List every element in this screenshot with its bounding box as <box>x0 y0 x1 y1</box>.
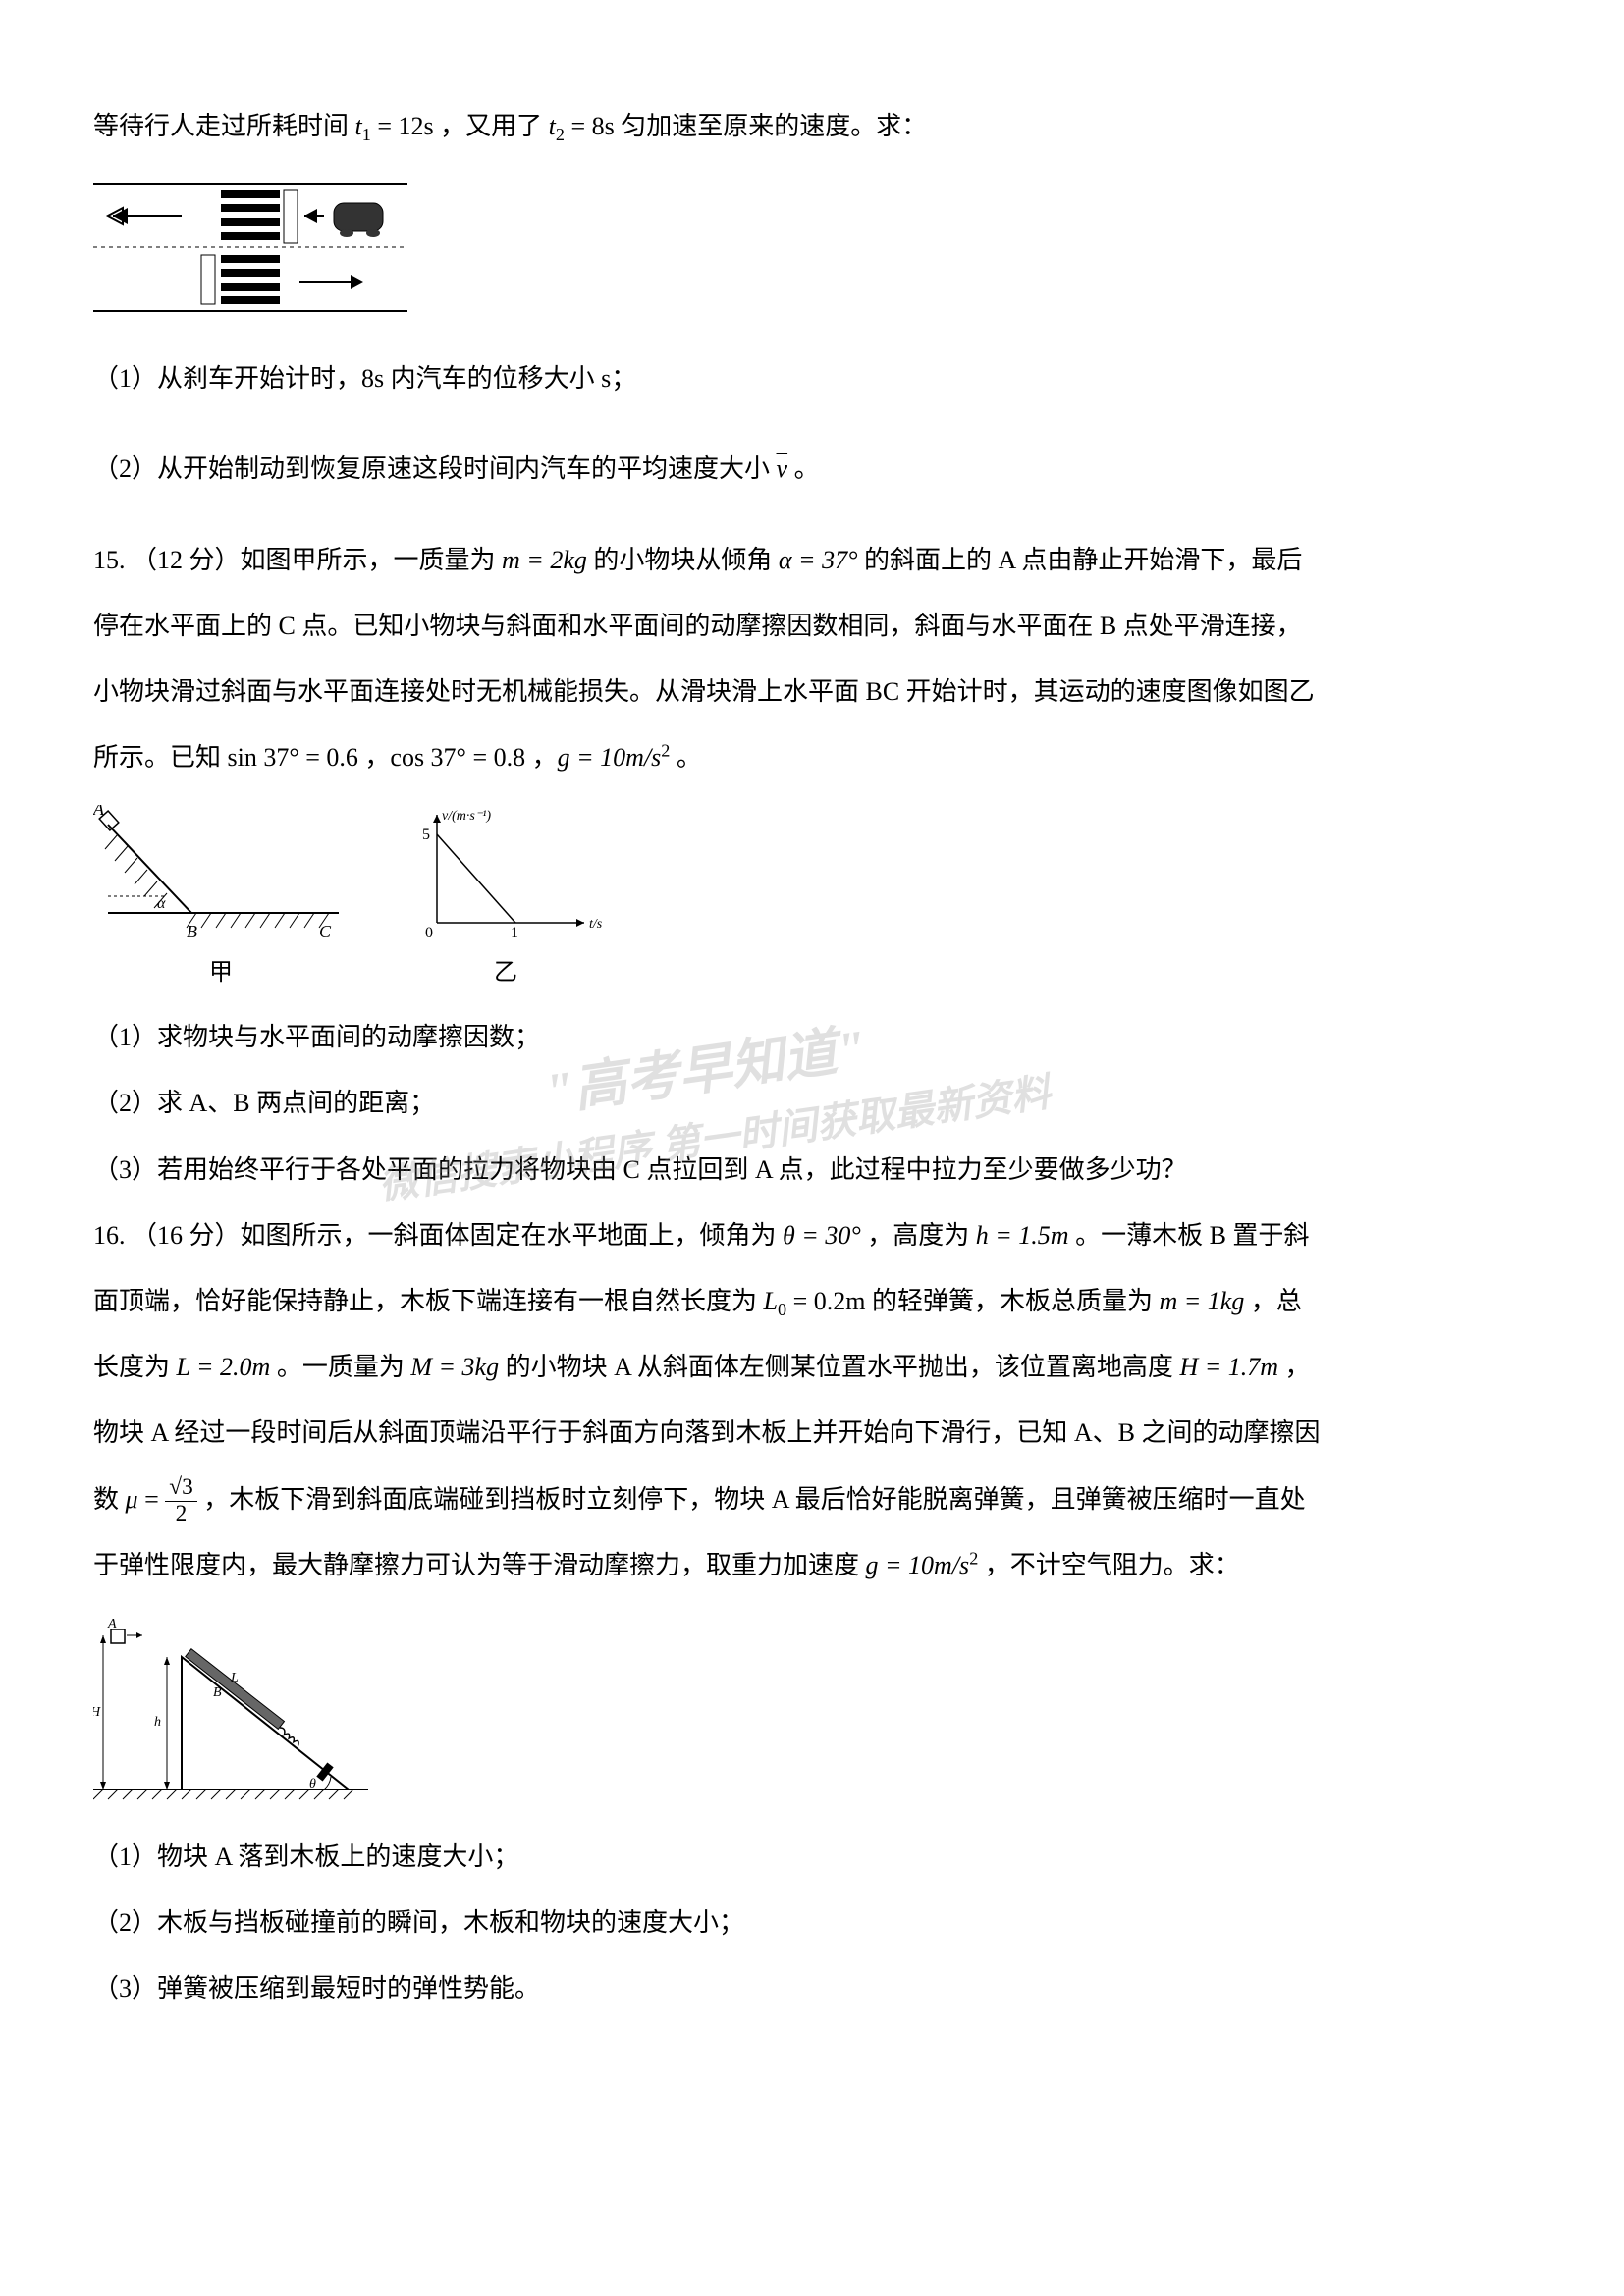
svg-text:h: h <box>154 1715 161 1730</box>
q16-g: g = 10m/s <box>866 1551 970 1579</box>
intro-text-a: 等待行人走过所耗时间 <box>93 112 355 140</box>
t1-sub: 1 <box>362 125 371 144</box>
t1-var: t <box>355 112 362 140</box>
crosswalk-figure <box>93 179 407 316</box>
q16-mu: μ <box>126 1485 138 1514</box>
mu-fraction: √32 <box>165 1475 197 1526</box>
svg-text:L: L <box>230 1671 239 1685</box>
q15-line4: 所示。已知 sin 37° = 0.6 ，cos 37° = 0.8 ，g = … <box>93 729 1531 785</box>
q16-g-sup: 2 <box>969 1548 978 1568</box>
q15-sub1: （1）求物块与水平面间的动摩擦因数； <box>93 1009 1531 1065</box>
q16-line3-b: 。一质量为 <box>270 1353 410 1381</box>
svg-text:A: A <box>93 805 105 819</box>
intro-text-b: ，又用了 <box>434 112 549 140</box>
t2-sub: 2 <box>556 125 565 144</box>
q15-line4-b: 。 <box>670 743 702 772</box>
ramp-figure: A H h L B θ <box>93 1618 368 1804</box>
incline-figure: A α B C <box>93 805 349 942</box>
q14-sub2-a: （2）从开始制动到恢复原速这段时间内汽车的平均速度大小 <box>93 454 777 483</box>
q15-g: g = 10m/s <box>558 743 662 772</box>
watermark-line1: "高考早知道" <box>335 981 1075 1162</box>
q14-sub1: （1）从刹车开始计时，8s 内汽车的位移大小 s； <box>93 350 1531 406</box>
q16-line3-d: ， <box>1278 1353 1311 1381</box>
q16-line2-a: 面顶端，恰好能保持静止，木板下端连接有一根自然长度为 <box>93 1287 764 1315</box>
q16-L0: L <box>764 1287 778 1315</box>
svg-text:A: A <box>107 1618 117 1631</box>
q15-figures: A α B C 甲 v/(m·s⁻¹) t/s 5 <box>93 805 1531 999</box>
q14-sub2-b: 。 <box>787 454 820 483</box>
q16-line3-a: 长度为 <box>93 1353 177 1381</box>
t2-var: t <box>549 112 556 140</box>
q15-sub3: （3）若用始终平行于各处平面的拉力将物块由 C 点拉回到 A 点，此过程中拉力至… <box>93 1142 1531 1198</box>
svg-text:θ: θ <box>309 1777 316 1791</box>
svg-text:t/s: t/s <box>589 917 603 932</box>
t2-val: = 8s <box>565 112 615 140</box>
mu-num: √3 <box>165 1475 197 1502</box>
q16-h: h = 1.5m <box>976 1221 1069 1250</box>
svg-text:1: 1 <box>511 925 518 941</box>
q16-line4: 物块 A 经过一段时间后从斜面顶端沿平行于斜面方向落到木板上并开始向下滑行，已知… <box>93 1405 1531 1461</box>
q16-line6-b: ，不计空气阻力。求： <box>978 1551 1240 1579</box>
q15-alpha: α = 37° <box>779 546 858 574</box>
q16-sub2: （2）木板与挡板碰撞前的瞬间，木板和物块的速度大小； <box>93 1895 1531 1950</box>
svg-text:5: 5 <box>422 827 430 843</box>
q16-head-b: ，高度为 <box>861 1221 976 1250</box>
q16-theta: θ = 30° <box>783 1221 861 1250</box>
vbar: v <box>777 454 788 483</box>
q16-M: M = 3kg <box>410 1353 499 1381</box>
q16-L0-val: = 0.2m <box>786 1287 865 1315</box>
label-jia: 甲 <box>93 947 349 999</box>
q16-line5-b: ，木板下滑到斜面底端碰到挡板时立刻停下，物块 A 最后恰好能脱离弹簧，且弹簧被压… <box>197 1485 1306 1514</box>
q16-line2-c: ，总 <box>1244 1287 1302 1315</box>
q15-sub2: （2）求 A、B 两点间的距离； <box>93 1075 1531 1131</box>
q16-L: L = 2.0m <box>177 1353 271 1381</box>
q15-head-c: 的斜面上的 A 点由静止开始滑下，最后 <box>858 546 1303 574</box>
svg-text:B: B <box>187 922 197 941</box>
svg-text:H: H <box>93 1705 101 1720</box>
q16-m: m = 1kg <box>1159 1287 1244 1315</box>
q16-line6-a: 于弹性限度内，最大静摩擦力可认为等于滑动摩擦力，取重力加速度 <box>93 1551 866 1579</box>
q16-line2: 面顶端，恰好能保持静止，木板下端连接有一根自然长度为 L0 = 0.2m 的轻弹… <box>93 1273 1531 1329</box>
q16-line3: 长度为 L = 2.0m 。一质量为 M = 3kg 的小物块 A 从斜面体左侧… <box>93 1339 1531 1395</box>
svg-text:B: B <box>213 1685 222 1700</box>
q16-sub1: （1）物块 A 落到木板上的速度大小； <box>93 1829 1531 1885</box>
q16-sub3: （3）弹簧被压缩到最短时的弹性势能。 <box>93 1960 1531 2016</box>
q16-head-c: 。一薄木板 B 置于斜 <box>1069 1221 1310 1250</box>
svg-text:v/(m·s⁻¹): v/(m·s⁻¹) <box>442 809 491 824</box>
graph-panel: v/(m·s⁻¹) t/s 5 0 1 乙 <box>407 805 604 999</box>
q15-m: m = 2kg <box>502 546 587 574</box>
svg-text:C: C <box>319 922 332 941</box>
incline-panel: A α B C 甲 <box>93 805 349 999</box>
svg-text:α: α <box>157 895 166 912</box>
label-yi: 乙 <box>407 947 604 999</box>
mu-den: 2 <box>165 1502 197 1527</box>
q14-sub2: （2）从开始制动到恢复原速这段时间内汽车的平均速度大小 v 。 <box>93 441 1531 497</box>
t1-val: = 12s <box>371 112 434 140</box>
q16-line2-b: 的轻弹簧，木板总质量为 <box>865 1287 1159 1315</box>
svg-text:0: 0 <box>425 925 433 941</box>
q15-head-b: 的小物块从倾角 <box>587 546 779 574</box>
q16-head-a: 16. （16 分）如图所示，一斜面体固定在水平地面上，倾角为 <box>93 1221 783 1250</box>
q16-line5: 数 μ = √32 ，木板下滑到斜面底端碰到挡板时立刻停下，物块 A 最后恰好能… <box>93 1471 1531 1527</box>
q16-L0-sub: 0 <box>778 1300 786 1319</box>
q16-H: H = 1.7m <box>1179 1353 1278 1381</box>
q15-head-a: 15. （12 分）如图甲所示，一质量为 <box>93 546 502 574</box>
q16-mu-eq: = <box>138 1485 166 1514</box>
q16-line3-c: 的小物块 A 从斜面体左侧某位置水平抛出，该位置离地高度 <box>499 1353 1179 1381</box>
q15-line4-a: 所示。已知 sin 37° = 0.6 ，cos 37° = 0.8 ， <box>93 743 558 772</box>
q15-line3: 小物块滑过斜面与水平面连接处时无机械能损失。从滑块滑上水平面 BC 开始计时，其… <box>93 664 1531 720</box>
q15-line2: 停在水平面上的 C 点。已知小物块与斜面和水平面间的动摩擦因数相同，斜面与水平面… <box>93 598 1531 654</box>
vt-graph-figure: v/(m·s⁻¹) t/s 5 0 1 <box>407 805 604 942</box>
q16-line1: 16. （16 分）如图所示，一斜面体固定在水平地面上，倾角为 θ = 30° … <box>93 1207 1531 1263</box>
q15-line1: 15. （12 分）如图甲所示，一质量为 m = 2kg 的小物块从倾角 α =… <box>93 532 1531 588</box>
q16-line6: 于弹性限度内，最大静摩擦力可认为等于滑动摩擦力，取重力加速度 g = 10m/s… <box>93 1537 1531 1593</box>
intro-line: 等待行人走过所耗时间 t1 = 12s ，又用了 t2 = 8s 匀加速至原来的… <box>93 98 1531 154</box>
q16-line5-a: 数 <box>93 1485 126 1514</box>
intro-text-c: 匀加速至原来的速度。求： <box>615 112 928 140</box>
